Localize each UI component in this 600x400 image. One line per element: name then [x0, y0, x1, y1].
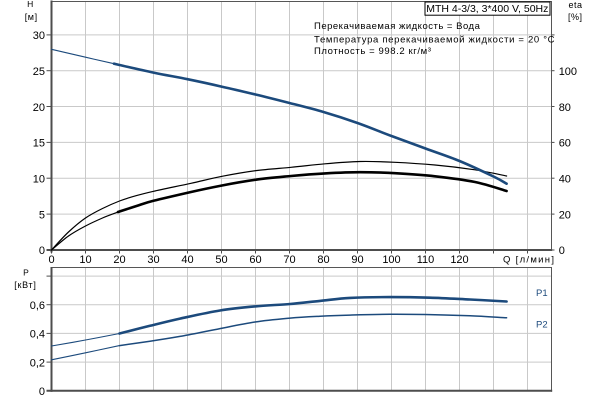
svg-text:100: 100: [559, 66, 577, 78]
svg-text:0: 0: [39, 386, 45, 398]
svg-text:H: H: [27, 0, 33, 9]
svg-text:0,4: 0,4: [30, 329, 45, 341]
svg-text:60: 60: [249, 254, 261, 266]
svg-text:Температура перекачиваемой жид: Температура перекачиваемой жидкости = 20…: [314, 35, 555, 46]
svg-text:Перекачиваемая жидкость = Вода: Перекачиваемая жидкость = Вода: [314, 21, 481, 32]
svg-text:Q [л/мин]: Q [л/мин]: [503, 255, 555, 266]
svg-text:60: 60: [559, 138, 571, 150]
svg-text:eta: eta: [568, 0, 582, 10]
svg-text:10: 10: [33, 174, 45, 186]
svg-text:Плотность = 998.2 кг/м³: Плотность = 998.2 кг/м³: [314, 46, 431, 57]
svg-text:[%]: [%]: [568, 12, 583, 22]
svg-text:110: 110: [417, 254, 435, 266]
svg-text:0: 0: [559, 245, 565, 257]
svg-text:30: 30: [33, 30, 45, 42]
svg-text:100: 100: [382, 254, 400, 266]
svg-text:0,6: 0,6: [30, 300, 45, 312]
svg-text:[кВт]: [кВт]: [14, 280, 36, 290]
svg-text:5: 5: [39, 209, 45, 221]
svg-text:P: P: [23, 268, 29, 278]
svg-text:50: 50: [215, 254, 227, 266]
svg-text:P1: P1: [536, 288, 548, 299]
svg-text:25: 25: [33, 66, 45, 78]
svg-text:10: 10: [79, 254, 91, 266]
svg-text:120: 120: [450, 254, 468, 266]
svg-text:70: 70: [283, 254, 295, 266]
svg-text:40: 40: [181, 254, 193, 266]
svg-text:40: 40: [559, 174, 571, 186]
svg-text:15: 15: [33, 138, 45, 150]
svg-text:P2: P2: [536, 320, 548, 331]
svg-text:MTH 4-3/3, 3*400 V, 50Hz: MTH 4-3/3, 3*400 V, 50Hz: [426, 3, 548, 15]
svg-text:20: 20: [559, 209, 571, 221]
svg-text:20: 20: [33, 102, 45, 114]
svg-text:0: 0: [48, 254, 54, 266]
svg-text:30: 30: [147, 254, 159, 266]
svg-text:0: 0: [39, 245, 45, 257]
svg-text:80: 80: [559, 102, 571, 114]
svg-text:80: 80: [317, 254, 329, 266]
svg-text:[м]: [м]: [25, 12, 38, 22]
svg-text:20: 20: [113, 254, 125, 266]
svg-text:90: 90: [351, 254, 363, 266]
svg-text:0,2: 0,2: [30, 357, 45, 369]
